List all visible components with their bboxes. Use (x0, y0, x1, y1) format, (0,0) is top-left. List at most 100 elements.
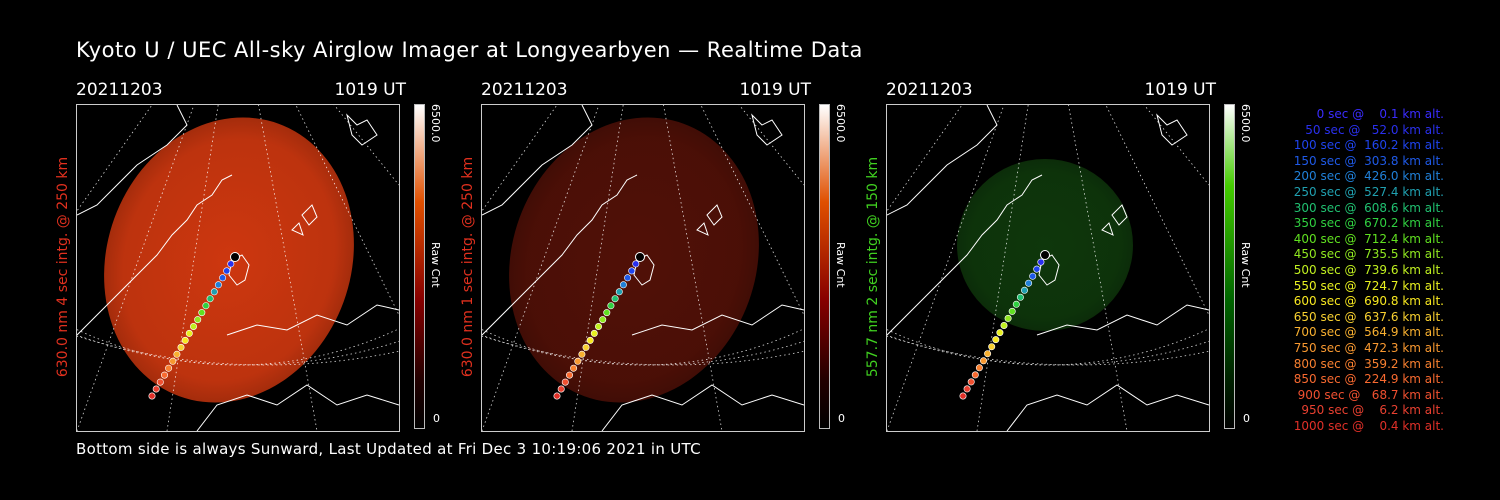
trajectory-point (603, 309, 611, 317)
trajectory-point (165, 364, 173, 372)
trajectory-point (173, 350, 181, 358)
imager-panel-3: 20211203 1019 UT 557.7 nm 2 sec intg. @ 15… (865, 80, 1326, 440)
legend-entry: 850 sec @ 224.9 km alt. (1289, 372, 1444, 387)
legend-entry: 300 sec @ 608.6 km alt. (1289, 200, 1444, 215)
legend-entry: 1000 sec @ 0.4 km alt. (1293, 418, 1444, 433)
rocket-trajectory (959, 250, 1050, 400)
trajectory-point (988, 343, 996, 351)
trajectory-point (996, 329, 1004, 337)
airglow-disk (509, 117, 759, 403)
trajectory-point (227, 260, 235, 268)
trajectory-point (190, 323, 198, 331)
trajectory-point (624, 274, 632, 282)
panel-wavelength-label: 630.0 nm 4 sec intg. @ 250 km (54, 104, 72, 430)
rocket-trajectory (148, 252, 240, 400)
panel-time: 1019 UT (334, 80, 407, 100)
trajectory-point (1004, 314, 1012, 322)
trajectory-point (632, 260, 640, 268)
allsky-image (76, 104, 400, 432)
trajectory-point (586, 336, 594, 344)
trajectory-point (615, 288, 623, 296)
trajectory-point (206, 295, 214, 303)
coastline (482, 105, 804, 431)
panel-wavelength-label: 630.0 nm 1 sec intg. @ 250 km (459, 104, 477, 430)
legend-entry: 100 sec @ 160.2 km alt. (1289, 138, 1444, 153)
trajectory-point (557, 385, 565, 393)
trajectory-point (992, 336, 1000, 344)
legend-entry: 900 sec @ 68.7 km alt. (1293, 387, 1444, 402)
trajectory-legend: 0 sec @ 0.1 km alt. 50 sec @ 52.0 km alt… (1262, 107, 1444, 434)
trajectory-point (1012, 300, 1020, 308)
legend-entry: 650 sec @ 637.6 km alt. (1289, 309, 1444, 324)
legend-entry: 950 sec @ 6.2 km alt. (1297, 403, 1444, 418)
trajectory-point (975, 364, 983, 372)
legend-entry: 150 sec @ 303.8 km alt. (1289, 153, 1444, 168)
trajectory-point (566, 371, 574, 379)
panel-time: 1019 UT (739, 80, 812, 100)
panel-time: 1019 UT (1144, 80, 1217, 100)
trajectory-point (611, 295, 619, 303)
launch-point-marker (230, 252, 240, 262)
trajectory-point (1016, 293, 1024, 301)
panel-wavelength-text: 630.0 nm 4 sec intg. @ 250 km (55, 156, 71, 378)
airglow-disk (104, 117, 354, 403)
latlon-grid (482, 105, 804, 431)
legend-entry: 50 sec @ 52.0 km alt. (1297, 122, 1444, 137)
trajectory-point (1021, 286, 1029, 294)
legend-entry: 700 sec @ 564.9 km alt. (1289, 325, 1444, 340)
trajectory-point (161, 371, 169, 379)
trajectory-point (607, 302, 615, 310)
trajectory-point (590, 329, 598, 337)
trajectory-point (971, 371, 979, 379)
trajectory-point (595, 323, 603, 331)
trajectory-point (219, 274, 227, 282)
rocket-trajectory (553, 252, 645, 400)
trajectory-point (1029, 272, 1037, 280)
trajectory-point (1037, 258, 1045, 266)
trajectory-point (553, 392, 561, 400)
allsky-image (481, 104, 805, 432)
trajectory-point (561, 378, 569, 386)
trajectory-point (210, 288, 218, 296)
legend-entry: 550 sec @ 724.7 km alt. (1289, 278, 1444, 293)
update-footer: Bottom side is always Sunward, Last Upda… (76, 440, 701, 458)
panel-date: 20211203 (76, 80, 163, 100)
coastline (887, 105, 1209, 431)
trajectory-point (619, 281, 627, 289)
trajectory-point (156, 378, 164, 386)
imager-panel-1: 20211203 1019 UT 630.0 nm 4 sec intg. @ 25… (55, 80, 516, 440)
legend-entry: 450 sec @ 735.5 km alt. (1289, 247, 1444, 262)
legend-entry: 250 sec @ 527.4 km alt. (1289, 184, 1444, 199)
trajectory-point (963, 385, 971, 393)
imager-panel-2: 20211203 1019 UT 630.0 nm 1 sec intg. @ 25… (460, 80, 921, 440)
trajectory-point (185, 329, 193, 337)
panel-date: 20211203 (886, 80, 973, 100)
launch-point-marker (635, 252, 645, 262)
colorbar-min: 0 (838, 412, 845, 425)
panel-wavelength-text: 630.0 nm 1 sec intg. @ 250 km (460, 156, 476, 378)
trajectory-point (223, 267, 231, 275)
legend-entry: 400 sec @ 712.4 km alt. (1289, 231, 1444, 246)
trajectory-point (214, 281, 222, 289)
latlon-grid (887, 105, 1209, 431)
trajectory-point (177, 343, 185, 351)
trajectory-point (967, 378, 975, 386)
trajectory-point (148, 392, 156, 400)
panel-date: 20211203 (481, 80, 568, 100)
colorbar-min: 0 (433, 412, 440, 425)
trajectory-point (181, 336, 189, 344)
trajectory-point (984, 350, 992, 358)
legend-entry: 600 sec @ 690.8 km alt. (1289, 294, 1444, 309)
coastline (77, 105, 399, 431)
colorbar (819, 104, 830, 429)
panel-wavelength-text: 557.7 nm 2 sec intg. @ 150 km (865, 156, 881, 378)
launch-point-marker (1040, 250, 1050, 260)
trajectory-point (1008, 307, 1016, 315)
trajectory-point (570, 364, 578, 372)
colorbar-min: 0 (1243, 412, 1250, 425)
legend-entry: 800 sec @ 359.2 km alt. (1289, 356, 1444, 371)
legend-entry: 750 sec @ 472.3 km alt. (1289, 340, 1444, 355)
trajectory-point (198, 309, 206, 317)
trajectory-point (1025, 279, 1033, 287)
trajectory-point (574, 357, 582, 365)
